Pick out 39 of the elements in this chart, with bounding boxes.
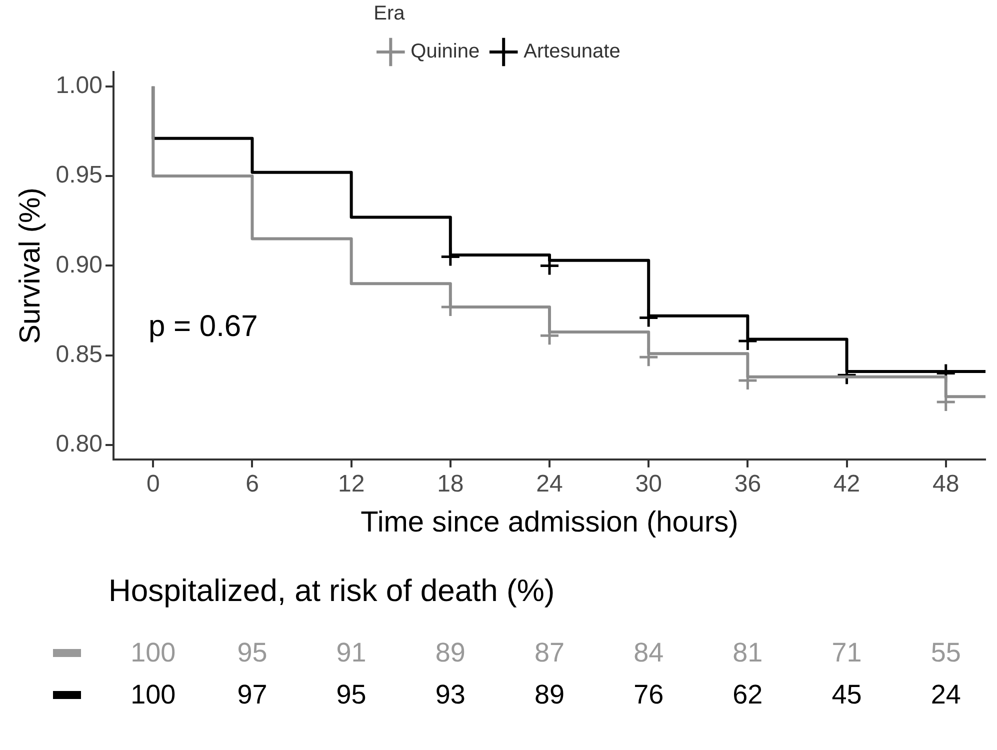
text: 100 bbox=[130, 638, 176, 668]
y-tick-label: 0.95 bbox=[56, 162, 103, 189]
x-tick-label: 42 bbox=[833, 470, 860, 498]
x-tick-label: 48 bbox=[932, 470, 960, 498]
text: 89 bbox=[534, 680, 565, 710]
text: 89 bbox=[435, 638, 466, 668]
text: 87 bbox=[534, 638, 565, 668]
x-tick-label: 24 bbox=[536, 470, 563, 498]
y-tick-label: 0.90 bbox=[56, 251, 103, 278]
text: 95 bbox=[237, 638, 268, 668]
x-tick-label: 12 bbox=[338, 470, 365, 498]
legend-title: Era bbox=[374, 2, 406, 25]
y-tick-label: 0.80 bbox=[56, 430, 103, 458]
y-tick-label: 0.85 bbox=[56, 341, 103, 368]
text: 55 bbox=[930, 638, 961, 668]
text: Hospitalized, at risk of death (%) bbox=[108, 573, 555, 609]
text: 93 bbox=[435, 680, 466, 710]
annotation: p = 0.67 bbox=[148, 310, 258, 343]
legend-label: Artesunate bbox=[524, 40, 620, 63]
x-tick-label: 0 bbox=[146, 470, 160, 498]
text: 95 bbox=[336, 680, 366, 710]
x-tick-label: 6 bbox=[246, 470, 259, 498]
text: 100 bbox=[130, 680, 176, 710]
text: 62 bbox=[732, 680, 763, 710]
text: 45 bbox=[832, 680, 862, 710]
text: 81 bbox=[732, 638, 763, 668]
x-tick-label: 30 bbox=[635, 470, 662, 498]
text: 84 bbox=[634, 638, 664, 668]
text: 97 bbox=[237, 680, 268, 710]
legend-label: Quinine bbox=[410, 40, 480, 63]
x-axis-title: Time since admission (hours) bbox=[360, 506, 738, 539]
text: 91 bbox=[336, 638, 366, 668]
x-tick-label: 18 bbox=[437, 470, 464, 498]
text: 24 bbox=[930, 680, 961, 710]
y-axis-title: Survival (%) bbox=[14, 188, 46, 344]
text: 71 bbox=[832, 638, 862, 668]
x-tick-label: 36 bbox=[734, 470, 762, 498]
text: 76 bbox=[634, 680, 664, 710]
y-tick-label: 1.00 bbox=[56, 72, 103, 99]
